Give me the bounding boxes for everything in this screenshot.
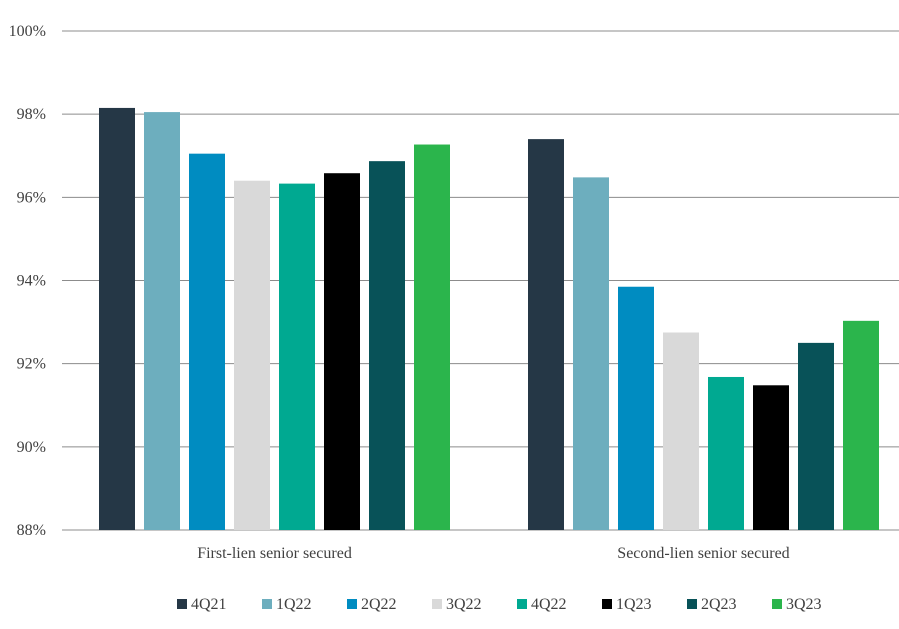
- y-tick-label: 92%: [17, 356, 46, 373]
- legend: 4Q21 1Q22 2Q22 3Q22 4Q22 1Q23 2Q23 3Q23: [177, 596, 822, 613]
- bar-4q21: [99, 107, 135, 530]
- legend-swatch: [602, 599, 612, 609]
- legend-swatch: [687, 599, 697, 609]
- bar-3q22: [663, 332, 699, 530]
- legend-swatch: [347, 599, 357, 609]
- bar-4q22: [279, 183, 315, 530]
- bar-4q21: [528, 139, 564, 530]
- legend-label: 3Q23: [786, 596, 822, 613]
- legend-label: 2Q23: [701, 596, 737, 613]
- legend-label: 3Q22: [446, 596, 482, 613]
- legend-swatch: [262, 599, 272, 609]
- legend-label: 4Q22: [531, 596, 567, 613]
- bar-1q22: [573, 177, 609, 530]
- bar-1q22: [144, 112, 180, 531]
- bars: [99, 107, 879, 531]
- y-tick-label: 88%: [17, 522, 46, 539]
- y-axis-tick-labels: 88% 90% 92% 94% 96% 98% 100%: [9, 23, 46, 539]
- legend-label: 1Q23: [616, 596, 652, 613]
- bar-3q23: [414, 144, 450, 530]
- legend-label: 4Q21: [191, 596, 227, 613]
- y-tick-label: 94%: [17, 273, 46, 290]
- y-tick-label: 100%: [9, 23, 46, 40]
- bar-2q22: [618, 286, 654, 530]
- category-label: First-lien senior secured: [197, 545, 352, 562]
- bar-2q23: [798, 342, 834, 530]
- legend-label: 1Q22: [276, 596, 312, 613]
- bar-2q23: [369, 161, 405, 531]
- legend-swatch: [432, 599, 442, 609]
- bar-1q23: [753, 385, 789, 530]
- bar-3q22: [234, 180, 270, 530]
- legend-swatch: [517, 599, 527, 609]
- x-axis-category-labels: First-lien senior secured Second-lien sen…: [197, 545, 790, 562]
- bar-2q22: [189, 153, 225, 530]
- bar-1q23: [324, 173, 360, 530]
- bar-3q23: [843, 320, 879, 530]
- bar-4q22: [708, 376, 744, 530]
- legend-swatch: [177, 599, 187, 609]
- y-tick-label: 90%: [17, 439, 46, 456]
- y-tick-label: 96%: [17, 189, 46, 206]
- y-tick-label: 98%: [17, 106, 46, 123]
- legend-swatch: [772, 599, 782, 609]
- legend-label: 2Q22: [361, 596, 397, 613]
- category-label: Second-lien senior secured: [617, 545, 789, 562]
